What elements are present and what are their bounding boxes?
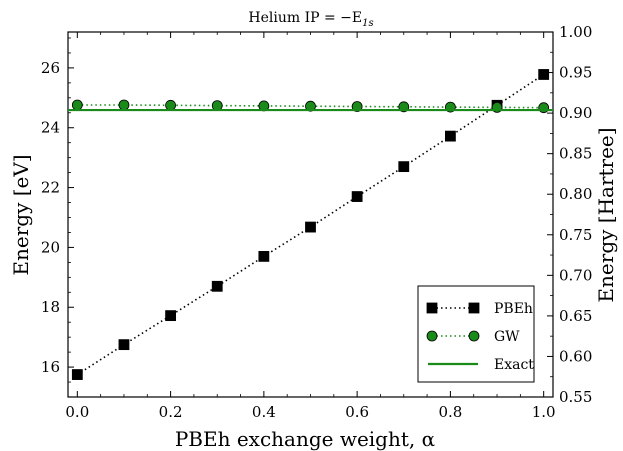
point-pbeh — [211, 280, 223, 292]
legend-marker-pbeh — [468, 302, 480, 314]
x-tick-label: 0.4 — [252, 403, 276, 421]
y-tick-label-left: 26 — [41, 59, 60, 77]
point-pbeh — [165, 310, 176, 322]
y-tick-label-right: 1.00 — [559, 23, 592, 41]
point-pbeh — [398, 161, 410, 173]
y-tick-label-right: 0.75 — [559, 226, 592, 244]
y-tick-label-right: 0.95 — [559, 64, 592, 82]
legend-label-exact: Exact — [494, 357, 534, 373]
point-pbeh — [118, 339, 130, 351]
point-pbeh — [258, 250, 270, 262]
legend-marker-gw — [468, 330, 480, 342]
point-gw — [118, 99, 130, 111]
chart-title-main: Helium IP = −E — [248, 10, 362, 26]
y-tick-label-left: 22 — [41, 179, 60, 197]
chart-title-subscript: 1s — [362, 18, 374, 29]
y-tick-label-left: 24 — [41, 119, 60, 137]
point-gw — [538, 102, 550, 114]
y-tick-label-right: 0.55 — [559, 388, 592, 406]
legend-label-gw: GW — [494, 329, 520, 345]
point-pbeh — [445, 130, 456, 142]
point-pbeh — [71, 369, 83, 380]
y-tick-label-left: 18 — [41, 298, 60, 316]
point-gw — [165, 99, 176, 111]
x-axis-title: PBEh exchange weight, α — [175, 427, 435, 451]
point-gw — [71, 99, 83, 111]
y-tick-label-right: 0.90 — [559, 104, 592, 122]
y-tick-label-left: 16 — [41, 358, 60, 376]
y-tick-label-right: 0.70 — [559, 266, 592, 284]
y-tick-label-left: 20 — [41, 238, 60, 256]
plot-area: 0.0 0.2 0.4 0.6 0.8 1.0 16 18 20 22 24 26 0.55 0.60 0.… — [41, 23, 593, 421]
point-pbeh — [538, 69, 550, 80]
point-pbeh — [351, 191, 363, 202]
chart-title: Helium IP = −E1s — [248, 10, 373, 29]
y-tick-label-right: 0.85 — [559, 145, 592, 163]
x-tick-label: 0.0 — [65, 403, 89, 421]
series-line-gw — [77, 104, 544, 109]
x-tick-label: 0.8 — [438, 403, 462, 421]
legend-marker-gw — [426, 330, 438, 342]
x-tick-label: 0.2 — [159, 403, 183, 421]
legend-marker-pbeh — [426, 302, 438, 314]
y-tick-label-right: 0.60 — [559, 347, 592, 365]
x-tick-label: 1.0 — [532, 403, 556, 421]
y-tick-label-right: 0.65 — [559, 307, 592, 325]
y-tick-label-right: 0.80 — [559, 185, 592, 203]
y-axis-title-right: Energy [Hartree] — [594, 127, 618, 302]
point-gw — [305, 100, 316, 112]
legend-label-pbeh: PBEh — [494, 301, 533, 317]
x-tick-label: 0.6 — [345, 403, 369, 421]
point-pbeh — [305, 221, 316, 233]
y-axis-title-left: Energy [eV] — [9, 154, 33, 275]
